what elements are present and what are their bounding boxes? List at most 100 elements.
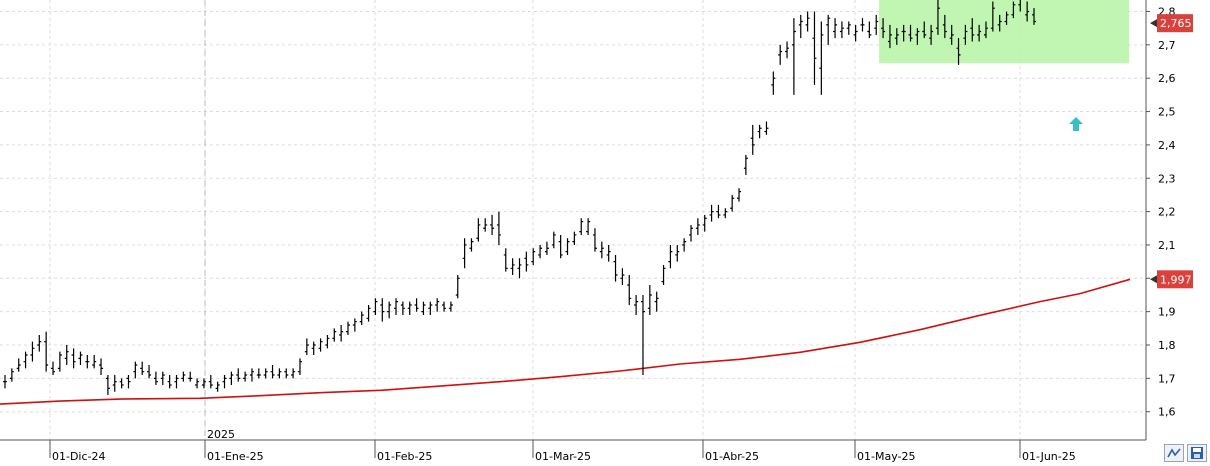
y-tick-label: 2,3 — [1158, 172, 1176, 185]
y-tick-label: 1,9 — [1158, 306, 1176, 319]
ohlc-bar — [229, 371, 234, 386]
ohlc-bar — [297, 358, 302, 376]
ohlc-bar — [380, 298, 385, 322]
last-price-marker-icon — [1150, 19, 1157, 28]
ohlc-bar — [949, 24, 954, 45]
ohlc-bar — [654, 291, 659, 312]
ohlc-bar — [860, 18, 865, 32]
x-tick-label: 01-Abr-25 — [705, 450, 759, 463]
ohlc-bar — [826, 14, 831, 45]
ohlc-bar — [188, 371, 193, 382]
x-tick-label: 01-Dic-24 — [52, 450, 106, 463]
ohlc-bar — [510, 258, 515, 275]
ohlc-bar — [243, 371, 248, 382]
ohlc-bar — [174, 375, 179, 389]
ohlc-bar — [64, 345, 69, 366]
ohlc-bar — [833, 18, 838, 39]
ohlc-bar — [57, 351, 62, 372]
ohlc-bar — [689, 224, 693, 242]
ohlc-bar — [730, 194, 735, 212]
ohlc-bar — [112, 375, 117, 392]
ohlc-bar — [558, 234, 563, 259]
ohlc-bar — [249, 368, 254, 382]
ohlc-bar — [421, 301, 426, 315]
x-axis: 01-Dic-24 01-Ene-25 01-Feb-25 01-Mar-25 01-A… — [49, 440, 1076, 463]
ohlc-bar — [798, 14, 803, 39]
ohlc-bar — [942, 14, 947, 39]
ohlc-bar — [565, 238, 570, 255]
ohlc-bar — [153, 371, 158, 386]
y-tick-label: 2,4 — [1158, 139, 1176, 152]
ohlc-bar — [675, 244, 680, 262]
ohlc-bar — [359, 311, 364, 325]
ohlc-bar — [723, 208, 728, 219]
ohlc-bar — [702, 214, 707, 232]
ohlc-bar — [572, 231, 577, 245]
ohlc-bar — [400, 301, 405, 315]
ohlc-bar — [414, 298, 419, 312]
ohlc-bar — [956, 38, 961, 65]
ohlc-bar — [990, 1, 995, 32]
ohlc-bar — [867, 21, 872, 39]
ohlc-bar — [785, 41, 790, 59]
ohlc-bar — [277, 368, 282, 379]
ohlc-bar — [208, 375, 213, 389]
ohlc-bar — [332, 328, 337, 342]
ohlc-bar — [215, 381, 220, 392]
x-tick-label: 01-Feb-25 — [377, 450, 432, 463]
ohlc-bar — [997, 14, 1002, 32]
x-tick-label: 01-Ene-25 — [207, 450, 264, 463]
ohlc-bar — [483, 218, 488, 232]
ohlc-bar — [105, 375, 110, 396]
ohlc-bar — [373, 298, 378, 315]
ohlc-bar — [99, 358, 104, 376]
ohlc-bar — [1011, 1, 1016, 19]
ohlc-bar — [963, 24, 968, 45]
ohlc-bar — [442, 301, 447, 312]
ohlc-bar — [771, 71, 776, 95]
y-tick-label: 2,1 — [1158, 239, 1176, 252]
ohlc-bar — [592, 228, 597, 252]
ohlc-bar — [812, 11, 817, 85]
y-tick-label: 2,7 — [1158, 39, 1176, 52]
ohlc-bar — [819, 21, 824, 95]
ohlc-bar — [387, 301, 392, 319]
ohlc-bar — [16, 358, 21, 372]
x-tick-label: 01-Jun-25 — [1022, 450, 1076, 463]
y-tick-label: 1,7 — [1158, 372, 1176, 385]
last-price-tag: 2,765 — [1150, 14, 1193, 33]
ohlc-bar — [874, 14, 879, 35]
ohlc-bar — [304, 338, 309, 356]
ohlc-bar — [51, 361, 56, 376]
zigzag-icon — [1167, 448, 1181, 458]
ohlc-bar — [222, 375, 227, 389]
ohlc-bar — [44, 331, 49, 372]
ohlc-bar — [935, 0, 940, 35]
ohlc-bar — [853, 24, 858, 42]
save-button[interactable] — [1187, 444, 1207, 462]
ohlc-bar — [970, 18, 975, 42]
ohlc-bar — [9, 368, 14, 382]
ohlc-bar — [846, 21, 851, 35]
ohlc-bar — [346, 321, 350, 335]
ohlc-bar — [647, 284, 652, 315]
ohlc-bars — [3, 0, 1036, 396]
ohlc-bar — [428, 301, 433, 315]
ohlc-bar — [881, 18, 886, 39]
ohlc-bar — [407, 301, 412, 315]
ohlc-bar — [791, 18, 796, 95]
ohlc-bar — [1032, 8, 1036, 25]
ohlc-bar — [839, 21, 844, 39]
ohlc-bar — [620, 268, 625, 285]
zigzag-button[interactable] — [1164, 444, 1184, 462]
y-tick-label: 2,2 — [1158, 206, 1176, 219]
ohlc-bar — [922, 21, 927, 39]
ohlc-bar — [1004, 11, 1009, 25]
ohlc-bar — [517, 258, 522, 279]
ohlc-bar — [270, 365, 275, 379]
y-tick-label: 2,6 — [1158, 72, 1176, 85]
ohlc-bar — [448, 301, 453, 312]
ma-price-marker-icon — [1150, 275, 1157, 284]
y-tick-label: 2,5 — [1158, 106, 1176, 119]
ohlc-bar — [915, 28, 920, 45]
